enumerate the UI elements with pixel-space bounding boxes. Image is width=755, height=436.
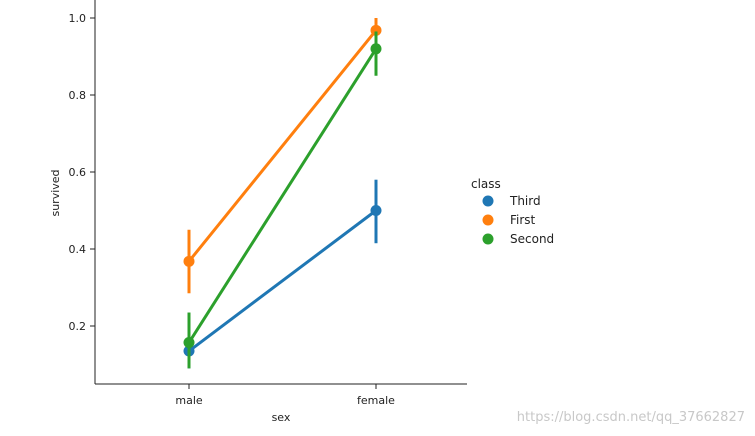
series-line: [188, 209, 377, 353]
legend-marker: [482, 214, 494, 226]
legend-item-label: Second: [510, 232, 554, 246]
legend-marker: [482, 233, 494, 245]
data-point: [370, 43, 382, 55]
series-line: [187, 47, 378, 344]
y-tick-label: 0.8: [69, 89, 87, 102]
y-tick-label: 0.6: [69, 166, 87, 179]
x-tick-label: female: [357, 394, 395, 407]
data-point: [370, 24, 382, 36]
legend: class Third First Second: [471, 177, 554, 246]
watermark-text: https://blog.csdn.net/qq_37662827: [517, 410, 745, 425]
series-third: [183, 179, 382, 369]
y-ticks: 0.2 0.4 0.6 0.8 1.0: [69, 12, 95, 333]
series-second: [183, 31, 382, 369]
y-tick-label: 0.4: [69, 243, 87, 256]
data-point: [370, 205, 382, 216]
series-line: [187, 29, 378, 263]
plot-area: [183, 18, 382, 369]
series-first: [183, 18, 382, 294]
legend-item-label: Third: [509, 194, 541, 208]
data-point: [183, 337, 195, 349]
x-ticks: male female: [175, 384, 395, 407]
y-tick-label: 0.2: [69, 320, 87, 333]
axes: [94, 0, 467, 385]
legend-title: class: [471, 177, 501, 191]
y-tick-label: 1.0: [69, 12, 87, 25]
y-axis-label: survived: [49, 169, 62, 216]
legend-item-label: First: [510, 213, 536, 227]
legend-marker: [482, 195, 494, 207]
data-point: [183, 255, 195, 267]
x-tick-label: male: [175, 394, 203, 407]
x-axis-label: sex: [272, 411, 291, 424]
